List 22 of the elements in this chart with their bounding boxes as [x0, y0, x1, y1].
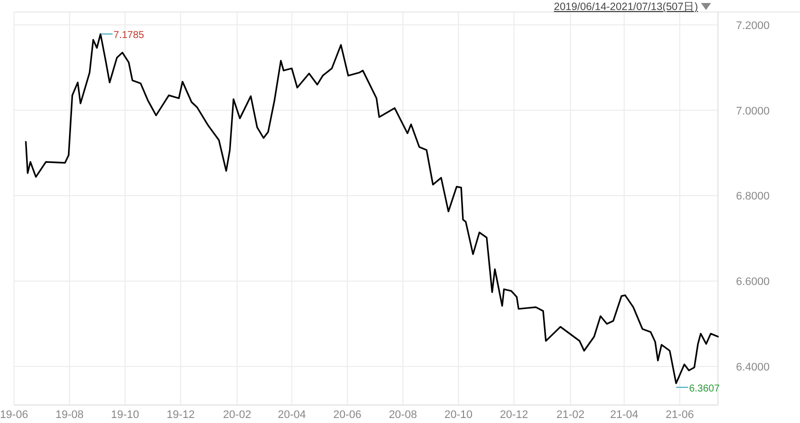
x-tick-label: 19-06	[0, 409, 28, 421]
x-tick-label: 20-04	[278, 409, 306, 421]
y-tick-label: 6.6000	[736, 276, 770, 288]
annotation: 7.1785	[114, 30, 145, 41]
y-tick-label: 7.2000	[736, 20, 770, 32]
annotation: 6.3607	[689, 383, 720, 394]
x-tick-label: 20-12	[500, 409, 528, 421]
x-tick-label: 21-04	[610, 409, 638, 421]
line-series	[25, 33, 719, 384]
x-tick-label: 20-02	[223, 409, 252, 421]
x-tick-label: 21-06	[666, 409, 694, 421]
x-tick-label: 19-08	[55, 409, 84, 421]
y-tick-label: 6.4000	[736, 362, 770, 374]
x-tick-label: 20-06	[333, 409, 362, 421]
x-tick-label: 20-10	[444, 409, 473, 421]
x-tick-label: 19-12	[166, 409, 195, 421]
y-tick-label: 7.0000	[736, 105, 770, 118]
annotation: 2019/06/14-2021/07/13(507日)	[554, 1, 698, 13]
x-tick-label: 19-10	[111, 409, 140, 421]
y-tick-label: 6.8000	[736, 190, 770, 203]
x-tick-label: 21-02	[556, 409, 585, 421]
x-tick-label: 20-08	[388, 409, 417, 421]
